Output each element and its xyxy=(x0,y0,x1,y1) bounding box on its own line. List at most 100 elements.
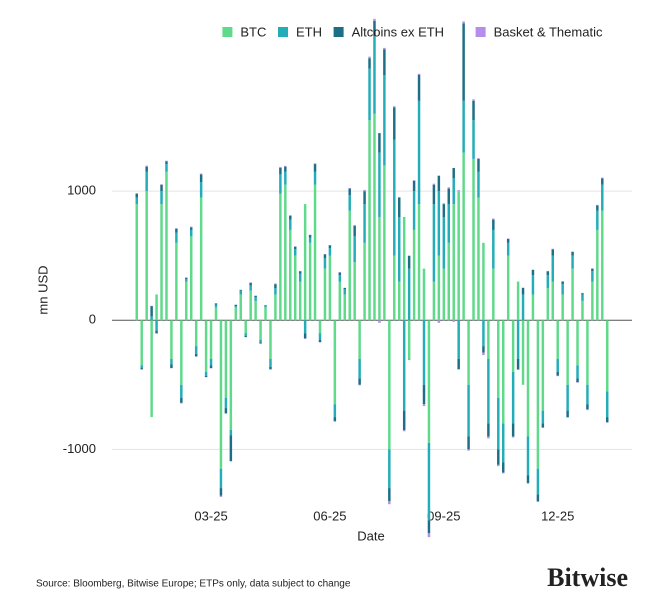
bar-segment xyxy=(561,281,564,285)
bar-segment xyxy=(135,193,138,194)
bar-segment xyxy=(561,294,564,321)
bar-segment xyxy=(190,229,193,237)
bar-segment xyxy=(497,449,500,465)
bar-segment xyxy=(531,294,535,321)
bar-segment xyxy=(343,289,346,295)
bar-segment xyxy=(472,100,475,121)
bar-segment xyxy=(447,188,450,205)
x-axis-title: Date xyxy=(357,528,384,543)
bar-segment xyxy=(526,475,530,483)
bar-segment xyxy=(204,320,208,372)
bar-segment xyxy=(407,255,411,269)
bar-segment xyxy=(229,460,233,462)
bar-segment xyxy=(204,371,208,376)
bar-segment xyxy=(298,271,302,274)
bar-segment xyxy=(219,495,223,497)
bar-segment xyxy=(497,397,500,450)
bar-segment xyxy=(269,320,272,359)
bar-segment xyxy=(437,255,441,321)
bar-segment xyxy=(467,449,470,451)
bar-segment xyxy=(199,173,203,175)
bar-segment xyxy=(487,423,490,437)
bar-segment xyxy=(462,23,465,101)
bar-segment xyxy=(571,255,574,269)
bar-segment xyxy=(229,320,233,430)
bar-segment xyxy=(393,255,396,321)
bar-segment xyxy=(313,163,317,165)
bar-segment xyxy=(170,364,173,369)
bar-segment xyxy=(581,294,584,301)
bar-segment xyxy=(348,188,351,196)
bar-segment xyxy=(254,295,257,298)
bar-segment xyxy=(472,158,475,321)
bar-segment xyxy=(402,430,406,432)
bar-segment xyxy=(447,242,450,321)
bar-segment xyxy=(323,258,327,269)
bar-segment xyxy=(165,160,168,162)
bar-segment xyxy=(239,289,242,291)
bar-segment xyxy=(398,197,401,217)
bar-segment xyxy=(318,339,322,343)
bar-segment xyxy=(209,365,213,369)
bar-segment xyxy=(551,255,554,282)
bar-segment xyxy=(204,375,208,378)
bar-segment xyxy=(546,271,550,276)
bar-segment xyxy=(175,228,178,233)
bar-segment xyxy=(259,339,262,343)
legend-swatch xyxy=(222,27,233,37)
bar-segment xyxy=(388,501,391,505)
legend-label: Altcoins ex ETH xyxy=(352,24,444,39)
bar-segment xyxy=(303,338,307,339)
bar-segment xyxy=(318,333,322,340)
bar-segment xyxy=(298,281,302,321)
bar-segment xyxy=(338,275,342,282)
bar-segment xyxy=(378,133,381,153)
bar-segment xyxy=(571,268,574,321)
bar-segment xyxy=(313,184,317,321)
bar-segment xyxy=(586,384,589,405)
bar-segment xyxy=(165,161,168,165)
bar-segment xyxy=(353,262,356,321)
bar-segment xyxy=(502,462,505,473)
bar-segment xyxy=(338,281,342,321)
bar-segment xyxy=(526,482,530,484)
bar-segment xyxy=(427,533,431,538)
bar-segment xyxy=(318,320,322,334)
bar-segment xyxy=(284,184,287,321)
bar-segment xyxy=(437,191,441,256)
bar-segment xyxy=(234,306,238,308)
bar-segment xyxy=(407,320,411,359)
bar-segment xyxy=(259,320,262,340)
bar-segment xyxy=(502,320,505,424)
bar-segment xyxy=(363,189,366,192)
bar-segment xyxy=(219,468,223,489)
bar-segment xyxy=(353,225,356,227)
bar-segment xyxy=(383,75,386,166)
bar-segment xyxy=(417,73,421,75)
bar-segment xyxy=(452,320,455,322)
logo: Bitwise xyxy=(547,563,628,592)
bar-segment xyxy=(160,184,163,192)
x-tick-label: 06-25 xyxy=(313,508,346,523)
bar-segment xyxy=(591,268,594,272)
bar-segment xyxy=(289,215,292,220)
bar-segment xyxy=(541,423,545,428)
bar-segment xyxy=(412,229,416,321)
bar-segment xyxy=(145,165,148,167)
bar-segment xyxy=(422,384,426,405)
bar-segment xyxy=(234,304,238,307)
bar-segment xyxy=(284,166,287,172)
bar-segment xyxy=(457,359,460,370)
bar-segment xyxy=(462,100,465,153)
bar-segment xyxy=(308,237,312,243)
bar-segment xyxy=(199,197,203,321)
bar-segment xyxy=(531,269,535,276)
bar-segment xyxy=(412,191,416,230)
bar-segment xyxy=(457,190,460,192)
bar-segment xyxy=(343,288,346,290)
bar-segment xyxy=(150,306,153,317)
bar-segment xyxy=(353,236,356,263)
bar-segment xyxy=(452,178,455,205)
bar-segment xyxy=(135,204,138,321)
bar-segment xyxy=(407,268,411,321)
